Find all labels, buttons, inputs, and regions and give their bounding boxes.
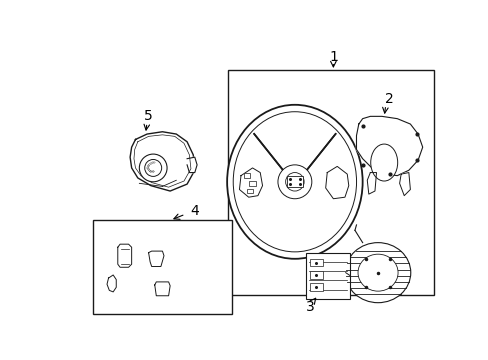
Polygon shape (187, 157, 197, 172)
Ellipse shape (370, 144, 397, 181)
Text: 1: 1 (328, 50, 337, 64)
Polygon shape (118, 244, 131, 267)
Polygon shape (148, 251, 163, 266)
Circle shape (285, 172, 304, 191)
Ellipse shape (357, 254, 397, 291)
Bar (249, 181, 255, 186)
Bar (305, 253, 349, 299)
Polygon shape (399, 172, 409, 195)
Polygon shape (239, 168, 262, 197)
Polygon shape (325, 166, 348, 199)
Bar (309, 283, 323, 291)
Bar (309, 271, 323, 279)
Circle shape (144, 159, 162, 176)
Circle shape (277, 165, 311, 199)
Text: 4: 4 (190, 204, 199, 218)
Ellipse shape (226, 105, 362, 259)
Bar (93, 220, 231, 314)
Bar (309, 259, 323, 266)
Bar (244, 173, 250, 178)
Ellipse shape (345, 243, 410, 303)
Polygon shape (107, 275, 116, 292)
Text: 3: 3 (305, 300, 314, 314)
Ellipse shape (233, 112, 356, 252)
Circle shape (139, 154, 167, 182)
Bar (286, 176, 302, 187)
Text: 5: 5 (144, 109, 153, 123)
Polygon shape (154, 282, 170, 296)
Polygon shape (356, 116, 422, 176)
Bar (246, 189, 253, 193)
Polygon shape (130, 132, 194, 191)
Polygon shape (366, 172, 376, 194)
Bar (227, 70, 433, 295)
Text: 2: 2 (385, 92, 393, 105)
